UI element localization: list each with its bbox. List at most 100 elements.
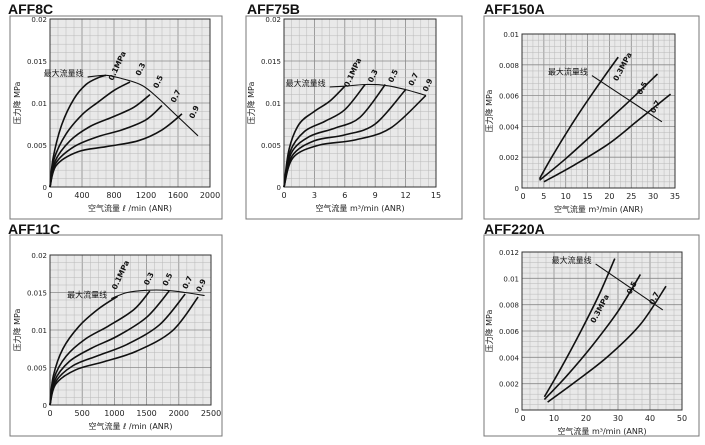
x-tick-label: 2000 (169, 409, 189, 418)
y-tick-label: 0.005 (261, 142, 281, 150)
max-flow-line (595, 263, 664, 311)
x-tick-label: 400 (74, 191, 89, 200)
y-tick-label: 0 (43, 184, 47, 192)
x-tick-label: 9 (373, 191, 378, 200)
plot-border (521, 33, 676, 189)
series-line (49, 296, 199, 406)
series-line (49, 104, 163, 188)
y-tick-label: 0.015 (27, 290, 47, 298)
plot-aff220a: 10 20 30 40 50 0.002 0.004 0.006 0.008 0.01 0.012 0… (483, 234, 700, 437)
series-line (543, 273, 642, 401)
max-flow-label: 最大流量线 (286, 78, 326, 88)
x-tick-label: 10 (561, 192, 571, 201)
series-line (49, 113, 183, 188)
series-line (283, 85, 346, 188)
x-tick-label: 12 (401, 191, 411, 200)
x-tick-label: 3 (312, 191, 317, 200)
x-tick-label: 5 (541, 192, 546, 201)
x-tick-label: 30 (648, 192, 658, 201)
x-tick-label: 0 (520, 414, 525, 423)
y-tick-label: 0.01 (265, 100, 281, 108)
x-tick-label: 800 (106, 191, 121, 200)
y-tick-label: 0 (515, 185, 519, 193)
y-tick-label: 0.002 (499, 381, 519, 389)
series-line (49, 295, 119, 406)
x-tick-label: 2500 (201, 409, 221, 418)
grid (49, 18, 211, 188)
y-tick-label: 0.01 (31, 327, 47, 335)
plot-border (49, 254, 212, 406)
series-line (283, 94, 427, 188)
x-axis-label: 空气流量 m³/min (ANR) (554, 204, 643, 214)
x-tick-label: 500 (75, 409, 90, 418)
x-tick-label: 1200 (136, 191, 156, 200)
y-tick-label: 0.002 (499, 154, 519, 162)
x-tick-label: 15 (582, 192, 592, 201)
max-flow-line (87, 74, 199, 137)
x-tick-label: 0 (281, 191, 286, 200)
y-axis-label: 压力降 MPa (12, 81, 22, 124)
x-axis-label: 空气流量 m³/min (ANR) (315, 203, 404, 213)
y-tick-label: 0.006 (499, 93, 520, 101)
max-flow-line (111, 289, 205, 300)
x-tick-label: 2000 (200, 191, 220, 200)
series-line (547, 285, 667, 403)
series-line (543, 258, 616, 398)
y-axis-label: 压力降 MPa (484, 309, 494, 352)
y-tick-label: 0.01 (503, 275, 519, 283)
plot-border (283, 18, 437, 188)
grid (521, 251, 683, 411)
y-tick-label: 0.005 (27, 365, 47, 373)
y-tick-label: 0.006 (499, 328, 520, 336)
x-tick-label: 1600 (168, 191, 188, 200)
y-tick-label: 0.02 (31, 252, 47, 260)
x-tick-label: 25 (626, 192, 636, 201)
series-line (538, 73, 659, 181)
x-axis-label: 空气流量 ℓ /min (ANR) (88, 203, 172, 213)
max-flow-label: 最大流量线 (548, 67, 588, 77)
series-line (49, 93, 151, 188)
max-flow-label: 最大流量线 (44, 68, 84, 78)
y-tick-label: 0.004 (499, 354, 520, 362)
plot-border (521, 251, 683, 411)
x-tick-label: 20 (604, 192, 614, 201)
y-tick-label: 0.004 (499, 123, 520, 131)
y-axis-label: 压力降 MPa (246, 81, 256, 124)
x-tick-label: 0 (47, 191, 52, 200)
plot-border (49, 18, 211, 188)
y-axis-label: 压力降 MPa (12, 308, 22, 351)
plot-aff75b: 0 3 6 9 12 15 0.005 0.01 0.015 0.02 0 空气流量 m³/min (… (245, 15, 463, 220)
y-tick-label: 0.015 (261, 58, 281, 66)
x-tick-label: 15 (431, 191, 441, 200)
x-tick-label: 0 (520, 192, 525, 201)
chart-title-aff150a: AFF150A (484, 1, 545, 17)
series-line (49, 290, 170, 406)
series-line (49, 74, 107, 188)
x-tick-label: 30 (613, 414, 623, 423)
series-line (49, 290, 151, 406)
x-tick-label: 1500 (136, 409, 156, 418)
y-axis-label: 压力降 MPa (484, 89, 494, 132)
plot-aff8c: 0 400 800 1200 1600 2000 0.005 0.01 0.015 0.02 0 空气… (9, 15, 223, 220)
x-tick-label: 40 (645, 414, 655, 423)
chart-title-aff11c: AFF11C (8, 221, 61, 237)
y-tick-label: 0 (43, 402, 47, 410)
x-tick-label: 1000 (104, 409, 124, 418)
x-axis-label: 空气流量 m³/min (ANR) (557, 426, 646, 436)
y-tick-label: 0.008 (499, 302, 519, 310)
y-tick-label: 0.008 (499, 62, 519, 70)
x-tick-label: 6 (342, 191, 347, 200)
y-tick-label: 0.01 (31, 100, 47, 108)
max-flow-line (329, 83, 427, 96)
y-tick-label: 0 (515, 407, 519, 415)
x-tick-label: 0 (47, 409, 52, 418)
max-flow-line (591, 75, 663, 123)
y-tick-label: 0.02 (265, 16, 281, 24)
x-tick-label: 50 (677, 414, 687, 423)
series-line (538, 56, 619, 180)
grid (283, 18, 437, 188)
series-line (49, 293, 186, 406)
series-line (283, 89, 407, 188)
series-line (543, 93, 672, 183)
y-tick-label: 0.012 (499, 249, 519, 257)
